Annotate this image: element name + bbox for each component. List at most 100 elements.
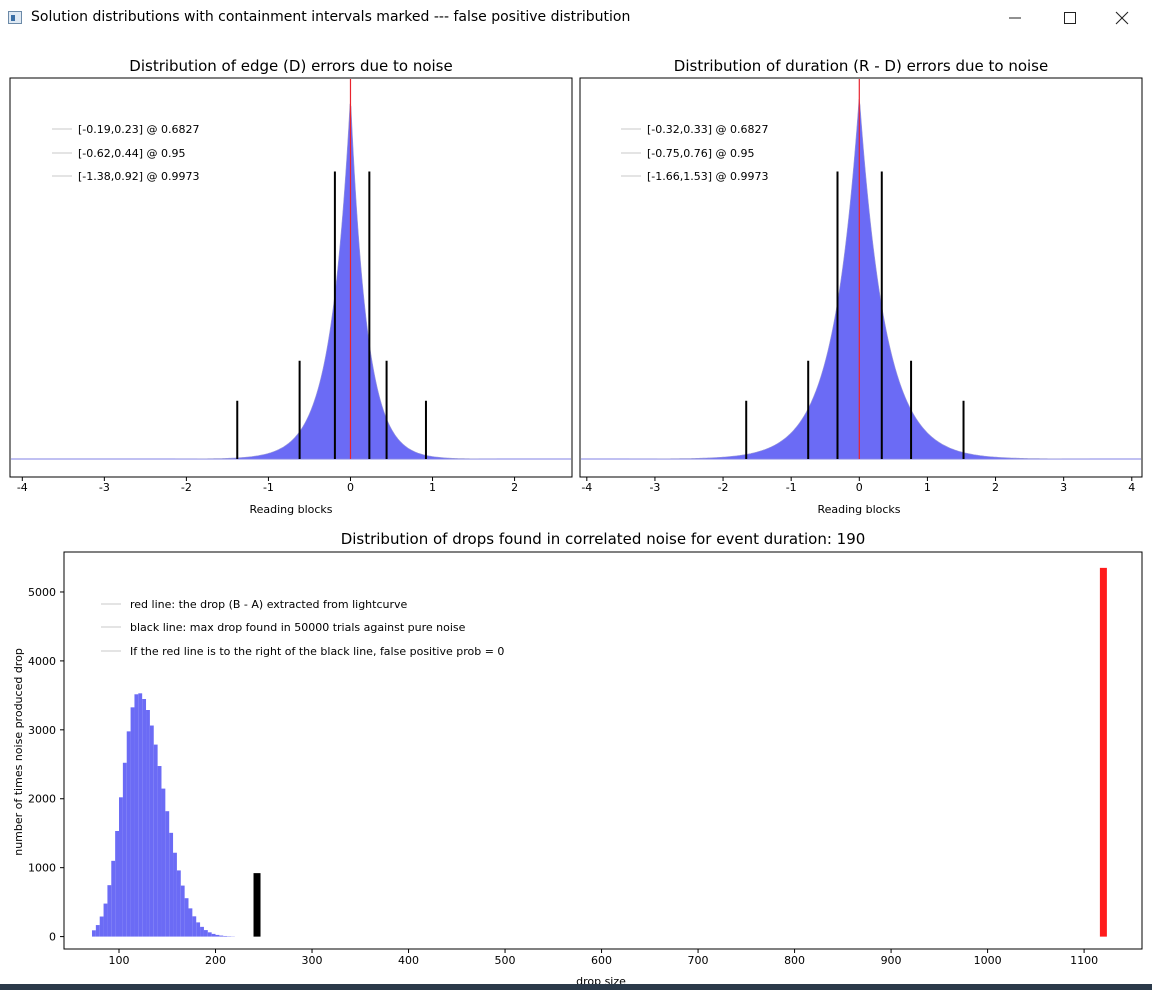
- histogram-bar: [192, 916, 197, 937]
- legend-entry: red line: the drop (B - A) extracted fro…: [130, 598, 408, 611]
- x-tick-label: 1: [429, 481, 436, 494]
- x-tick-label: -2: [718, 481, 729, 494]
- x-tick-label: -2: [181, 481, 192, 494]
- drop-distribution-chart: Distribution of drops found in correlate…: [12, 530, 1143, 988]
- y-tick-label: 4000: [28, 655, 56, 668]
- histogram-bar: [196, 922, 201, 937]
- y-tick-label: 2000: [28, 793, 56, 806]
- y-tick-label: 0: [49, 931, 56, 944]
- x-tick-label: -3: [99, 481, 110, 494]
- x-tick-label: 1000: [974, 954, 1002, 967]
- legend-entry: [-0.75,0.76] @ 0.95: [647, 147, 755, 160]
- x-tick-label: 1100: [1070, 954, 1098, 967]
- window-titlebar: Solution distributions with containment …: [0, 0, 1152, 36]
- histogram-bar: [207, 932, 212, 937]
- plot-frame: [9, 77, 573, 478]
- legend: [-0.32,0.33] @ 0.6827 [-0.75,0.76] @ 0.9…: [621, 123, 769, 183]
- y-axis-label: number of times noise produced drop: [12, 648, 25, 856]
- x-tick-label: 2: [511, 481, 518, 494]
- x-tick-label: -1: [786, 481, 797, 494]
- window-bottom-edge: [0, 984, 1152, 990]
- histogram-bar: [126, 731, 131, 937]
- x-tick-label: 100: [109, 954, 130, 967]
- legend-entry: [-0.19,0.23] @ 0.6827: [78, 123, 200, 136]
- maximize-icon[interactable]: [1045, 0, 1095, 36]
- histogram-bar: [91, 930, 96, 937]
- edge-error-chart: Distribution of edge (D) errors due to n…: [9, 57, 573, 516]
- x-tick-label: -1: [263, 481, 274, 494]
- histogram-bar: [107, 885, 112, 937]
- legend-entry: [-1.38,0.92] @ 0.9973: [78, 170, 200, 183]
- histogram-bar: [142, 699, 147, 937]
- histogram-bar: [149, 725, 154, 937]
- x-tick-label: 300: [302, 954, 323, 967]
- x-tick-label: -3: [649, 481, 660, 494]
- histogram-bar: [130, 707, 135, 937]
- legend-entry: [-1.66,1.53] @ 0.9973: [647, 170, 769, 183]
- legend: red line: the drop (B - A) extracted fro…: [101, 598, 504, 658]
- histogram-bar: [138, 693, 143, 937]
- x-tick-label: 0: [347, 481, 354, 494]
- histogram-bar: [200, 926, 204, 937]
- chart-title: Distribution of edge (D) errors due to n…: [129, 57, 452, 75]
- histogram-bar: [103, 903, 108, 937]
- x-tick-label: -4: [581, 481, 592, 494]
- legend-entry: If the red line is to the right of the b…: [130, 645, 504, 658]
- x-tick-label: 900: [881, 954, 902, 967]
- plot-frame: [63, 551, 1143, 950]
- x-tick-label: 800: [784, 954, 805, 967]
- histogram-area: [11, 103, 571, 460]
- app-icon: [8, 11, 22, 24]
- x-tick-label: 400: [398, 954, 419, 967]
- histogram-area: [581, 99, 1141, 460]
- histogram-bar: [119, 797, 123, 937]
- histogram-bar: [173, 852, 177, 937]
- histogram-bar: [180, 885, 185, 937]
- x-tick-label: 200: [205, 954, 226, 967]
- minimize-icon[interactable]: [990, 0, 1040, 36]
- histogram-bar: [184, 898, 189, 937]
- y-tick-label: 3000: [28, 724, 56, 737]
- histogram-bar: [146, 709, 150, 937]
- legend-entry: [-0.62,0.44] @ 0.95: [78, 147, 186, 160]
- histogram-bar: [122, 762, 127, 937]
- histogram-bar: [153, 744, 158, 937]
- x-tick-label: -4: [17, 481, 28, 494]
- y-tick-label: 5000: [28, 586, 56, 599]
- histogram-bar: [161, 788, 166, 937]
- window-title: Solution distributions with containment …: [31, 9, 631, 25]
- histogram-bar: [223, 935, 228, 937]
- histogram-bar: [215, 934, 220, 937]
- x-tick-label: 700: [688, 954, 709, 967]
- histogram-bar: [176, 870, 181, 937]
- histogram-bar: [115, 830, 120, 937]
- x-tick-label: 500: [495, 954, 516, 967]
- x-tick-label: 0: [856, 481, 863, 494]
- x-axis-label: Reading blocks: [817, 503, 900, 516]
- histogram-bar: [165, 811, 170, 937]
- histogram-bar: [95, 925, 100, 937]
- x-tick-label: 4: [1128, 481, 1135, 494]
- legend-entry: [-0.32,0.33] @ 0.6827: [647, 123, 769, 136]
- histogram-bar: [134, 694, 139, 937]
- histogram-bar: [188, 908, 193, 937]
- x-tick-label: 3: [1060, 481, 1067, 494]
- histogram-bar: [169, 832, 174, 937]
- histogram-bar: [211, 933, 216, 937]
- histogram-bar: [203, 930, 208, 937]
- duration-error-chart: Distribution of duration (R - D) errors …: [579, 57, 1143, 516]
- legend: [-0.19,0.23] @ 0.6827 [-0.62,0.44] @ 0.9…: [52, 123, 200, 183]
- legend-entry: black line: max drop found in 50000 tria…: [130, 621, 466, 634]
- y-tick-label: 1000: [28, 862, 56, 875]
- chart-title: Distribution of duration (R - D) errors …: [674, 57, 1048, 75]
- chart-title: Distribution of drops found in correlate…: [341, 530, 866, 548]
- x-axis-label: Reading blocks: [249, 503, 332, 516]
- x-tick-label: 2: [992, 481, 999, 494]
- x-tick-label: 600: [591, 954, 612, 967]
- histogram-bar: [111, 860, 116, 937]
- close-icon[interactable]: [1097, 0, 1147, 36]
- x-tick-label: 1: [924, 481, 931, 494]
- histogram-bar: [157, 766, 162, 937]
- histogram-bar: [99, 916, 104, 937]
